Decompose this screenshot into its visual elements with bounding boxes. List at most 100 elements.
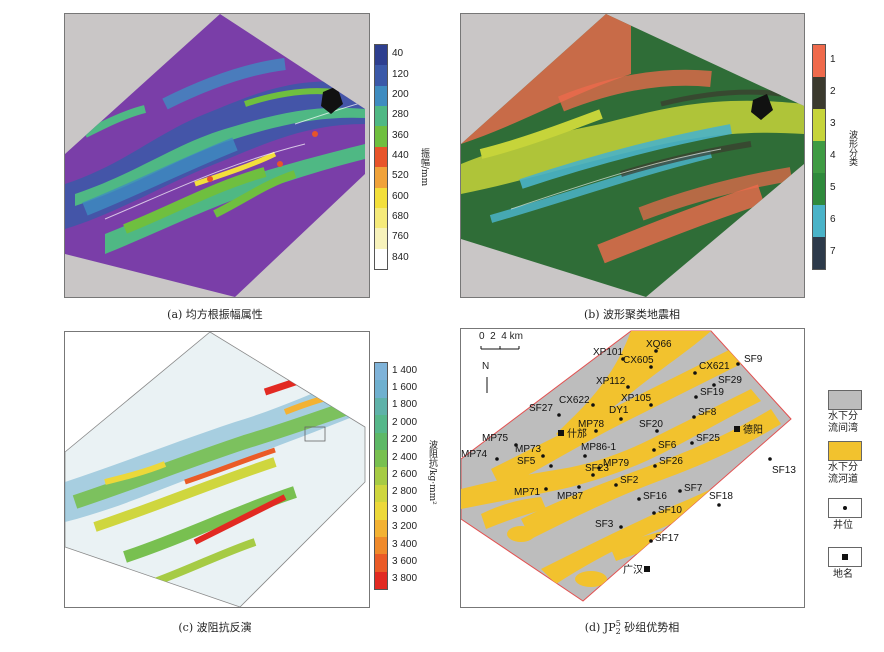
- well-marker: [577, 485, 581, 489]
- north-label: N: [482, 361, 490, 372]
- well-marker: [495, 457, 499, 461]
- well-label: SF2: [620, 475, 639, 486]
- well-marker: [637, 497, 641, 501]
- colorbar_c-swatch: [375, 380, 387, 398]
- legend-label-channel: 水下分 流河道: [828, 462, 858, 485]
- colorbar-a-title: 振幅/mm: [419, 148, 429, 187]
- panel-c-map: [64, 331, 370, 608]
- colorbar_c-swatch: [375, 397, 387, 416]
- colorbar_a-swatch: [375, 167, 387, 188]
- well-marker: [591, 403, 595, 407]
- legend-swatch-place: [828, 547, 862, 567]
- well-marker: [649, 365, 653, 369]
- well-marker: [653, 464, 657, 468]
- well-label: SF6: [658, 440, 677, 451]
- colorbar_a-swatch: [375, 187, 387, 208]
- caption-c: (c) 波阻抗反演: [178, 621, 252, 634]
- waveform-cluster-map: [461, 14, 804, 297]
- colorbar_c-swatch: [375, 363, 387, 381]
- well-label: XP101: [593, 347, 623, 358]
- well-marker: [591, 473, 595, 477]
- well-label: SF9: [744, 354, 763, 365]
- colorbar_b-swatch: [813, 77, 825, 109]
- well-marker: [768, 457, 772, 461]
- well-label: XQ66: [646, 339, 672, 350]
- well-marker: [649, 539, 653, 543]
- well-label: SF16: [643, 491, 667, 502]
- well-marker: [626, 385, 630, 389]
- colorbar-b: [812, 44, 826, 270]
- well-label: CX622: [559, 395, 590, 406]
- well-label: SF19: [700, 387, 724, 398]
- colorbar-a: [374, 44, 388, 270]
- well-label: MP71: [514, 487, 541, 498]
- colorbar_a-tick-label: 760: [392, 231, 409, 243]
- colorbar_a-tick-label: 840: [392, 251, 409, 263]
- well-marker: [544, 487, 548, 491]
- colorbar_c-tick-label: 2 400: [392, 451, 418, 463]
- well-marker: [557, 413, 561, 417]
- well-marker: [693, 371, 697, 375]
- colorbar_a-tick-label: 40: [392, 48, 404, 60]
- colorbar_c-tick-label: 1 800: [392, 399, 418, 411]
- colorbar_c-swatch: [375, 432, 387, 450]
- well-marker: [652, 448, 656, 452]
- well-label: MP78: [578, 419, 605, 430]
- well-label: SF23: [585, 463, 609, 474]
- colorbar_a-tick-label: 680: [392, 211, 409, 223]
- legend-label-well: 井位: [833, 520, 853, 531]
- colorbar_c-tick-label: 3 400: [392, 538, 418, 550]
- colorbar_b-swatch: [813, 109, 825, 141]
- colorbar-c: [374, 362, 388, 590]
- colorbar_c-tick-label: 2 200: [392, 434, 418, 446]
- well-marker: [712, 383, 716, 387]
- colorbar_a-swatch: [375, 106, 387, 127]
- colorbar_b-tick-label: 1: [830, 54, 836, 65]
- well-marker: [717, 503, 721, 507]
- colorbar_a-swatch: [375, 248, 387, 269]
- colorbar_b-tick-label: 4: [830, 150, 836, 161]
- colorbar_c-tick-label: 2 600: [392, 469, 418, 480]
- well-label: MP87: [557, 491, 584, 502]
- scale-label: 0 2 4 km: [479, 331, 523, 342]
- colorbar-b-title: 波形分类: [847, 130, 857, 166]
- well-label: SF20: [639, 419, 663, 430]
- colorbar_a-tick-label: 600: [392, 190, 409, 202]
- well-marker: [614, 483, 618, 487]
- legend-swatch-channel: [828, 441, 862, 461]
- well-label: CX621: [699, 361, 730, 372]
- colorbar_c-swatch: [375, 484, 387, 503]
- colorbar_a-swatch: [375, 146, 387, 168]
- panel-b-map: [460, 13, 805, 298]
- well-label: SF29: [718, 375, 742, 386]
- colorbar_c-swatch: [375, 449, 387, 468]
- colorbar_c-swatch: [375, 415, 387, 433]
- colorbar_a-tick-label: 280: [392, 109, 409, 121]
- panel-a-map: [64, 13, 370, 298]
- colorbar_c-swatch: [375, 571, 387, 590]
- well-label: SF27: [529, 403, 553, 414]
- well-marker: [692, 415, 696, 419]
- well-label: XP105: [621, 393, 651, 404]
- place-marker: [644, 566, 650, 572]
- well-marker: [736, 362, 740, 366]
- well-marker: [541, 454, 545, 458]
- caption-b: (b) 波形聚类地震相: [583, 308, 681, 321]
- well-marker: [549, 464, 553, 468]
- well-label: DY1: [609, 405, 629, 416]
- well-marker: [619, 525, 623, 529]
- well-label: MP79: [603, 458, 630, 469]
- colorbar-c-title: 波阻抗/kg·mm²: [427, 440, 437, 505]
- well-label: SF10: [658, 505, 682, 516]
- colorbar_a-tick-label: 120: [392, 68, 409, 80]
- colorbar_b-swatch: [813, 205, 825, 237]
- colorbar_c-swatch: [375, 467, 387, 485]
- colorbar_c-swatch: [375, 502, 387, 520]
- legend-swatch-interchannel: [828, 390, 862, 410]
- colorbar_c-tick-label: 2 800: [392, 486, 418, 498]
- legend-label-interchannel: 水下分 流间湾: [828, 411, 858, 434]
- colorbar_b-swatch: [813, 173, 825, 205]
- colorbar_b-swatch: [813, 45, 825, 77]
- well-label: CX605: [623, 355, 654, 366]
